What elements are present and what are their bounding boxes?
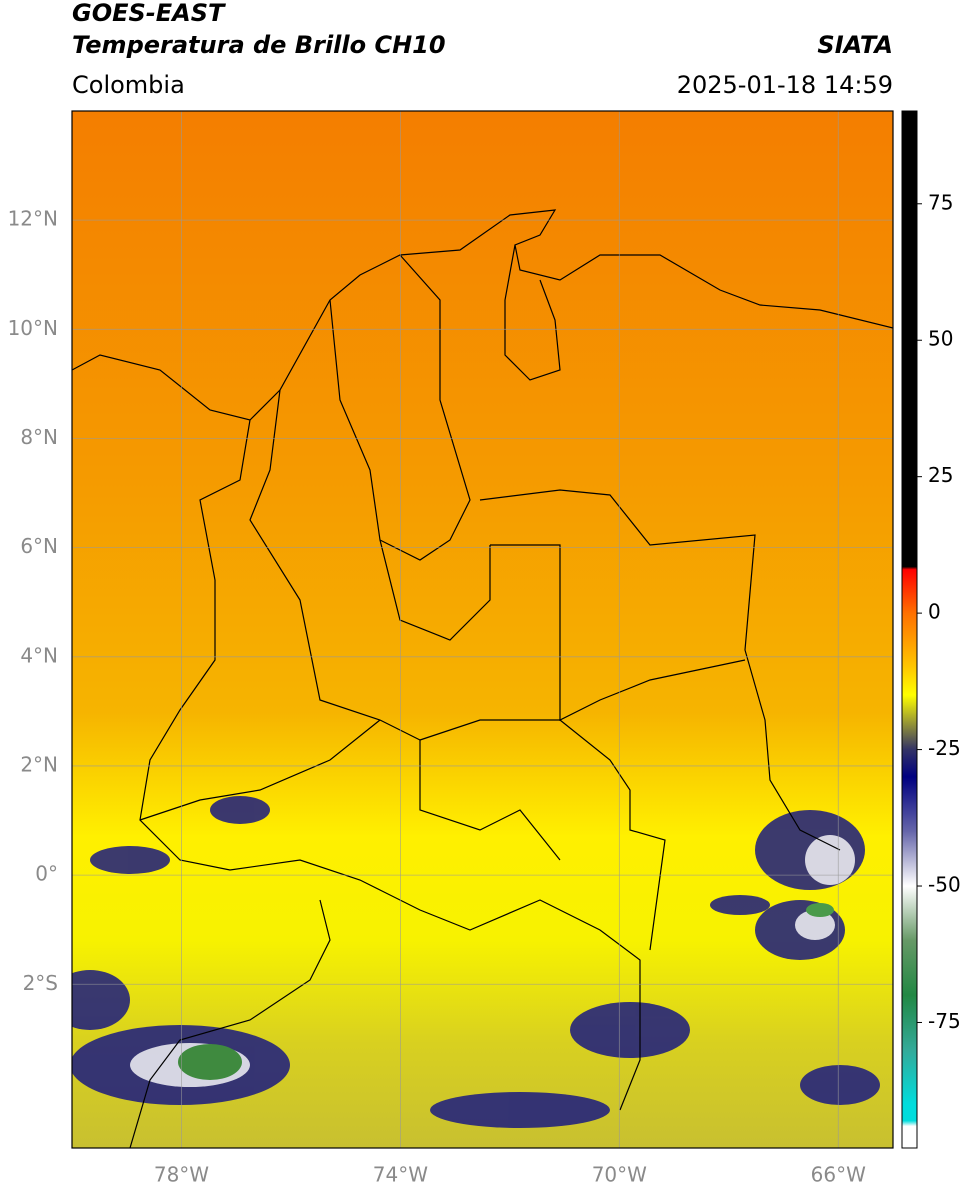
x-tick-label: 66°W bbox=[811, 1163, 866, 1187]
map-image bbox=[72, 111, 893, 1148]
colorbar-tick-label: -25 bbox=[928, 736, 961, 760]
boundaries bbox=[72, 209, 893, 1148]
x-tick-label: 70°W bbox=[592, 1163, 647, 1187]
y-tick-label: 4°N bbox=[20, 643, 58, 667]
colorbar-tick-label: 0 bbox=[928, 600, 941, 624]
x-tick-label: 78°W bbox=[154, 1163, 209, 1187]
colorbar-tick-label: 50 bbox=[928, 327, 953, 351]
y-tick-label: 0° bbox=[35, 862, 58, 886]
cold-core bbox=[178, 1044, 242, 1080]
datetime: 2025-01-18 14:59 bbox=[677, 71, 893, 99]
y-tick-label: 10°N bbox=[8, 316, 58, 340]
grid bbox=[72, 111, 893, 1148]
cold-core bbox=[806, 903, 834, 917]
y-tick-label: 2°N bbox=[20, 752, 58, 776]
colorbar-tick-label: 75 bbox=[928, 190, 953, 214]
region: Colombia bbox=[72, 71, 185, 99]
colorbar-tick-label: 25 bbox=[928, 463, 953, 487]
title: GOES-EAST bbox=[72, 0, 226, 27]
colorbar-tick-label: -75 bbox=[928, 1009, 961, 1033]
source: SIATA bbox=[817, 31, 893, 59]
y-tick-label: 12°N bbox=[8, 207, 58, 231]
subtitle: Temperatura de Brillo CH10 bbox=[72, 31, 446, 59]
map-background bbox=[72, 111, 893, 1148]
y-tick-label: 8°N bbox=[20, 425, 58, 449]
y-tick-label: 2°S bbox=[23, 971, 58, 995]
y-tick-label: 6°N bbox=[20, 534, 58, 558]
map-frame bbox=[71, 110, 894, 1149]
colorbar bbox=[901, 110, 918, 1149]
colorbar-tick-label: -50 bbox=[928, 873, 961, 897]
x-tick-label: 74°W bbox=[373, 1163, 428, 1187]
